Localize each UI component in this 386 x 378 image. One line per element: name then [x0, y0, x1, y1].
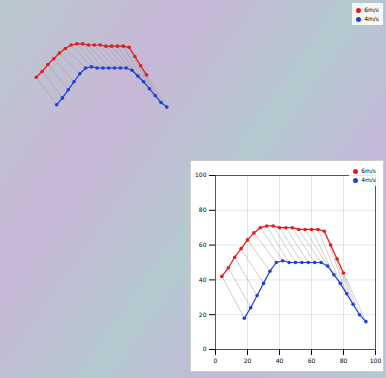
- html-text:6m/s: 6m/s: [364, 6, 379, 13]
- svg-text:20: 20: [244, 357, 252, 364]
- svg-text:0: 0: [203, 345, 207, 352]
- html-text:4m/s: 4m/s: [364, 15, 379, 22]
- html-text:4m/s: 4m/s: [361, 176, 376, 183]
- svg-text:60: 60: [199, 241, 207, 248]
- svg-text:100: 100: [195, 171, 207, 178]
- svg-text:80: 80: [340, 357, 348, 364]
- svg-text:20: 20: [199, 311, 207, 318]
- svg-text:40: 40: [276, 357, 284, 364]
- svg-text:40: 40: [199, 276, 207, 283]
- svg-text:0: 0: [214, 357, 218, 364]
- svg-text:60: 60: [308, 357, 316, 364]
- html-text:6m/s: 6m/s: [361, 167, 376, 174]
- svg-text:100: 100: [370, 357, 382, 364]
- svg-text:80: 80: [199, 206, 207, 213]
